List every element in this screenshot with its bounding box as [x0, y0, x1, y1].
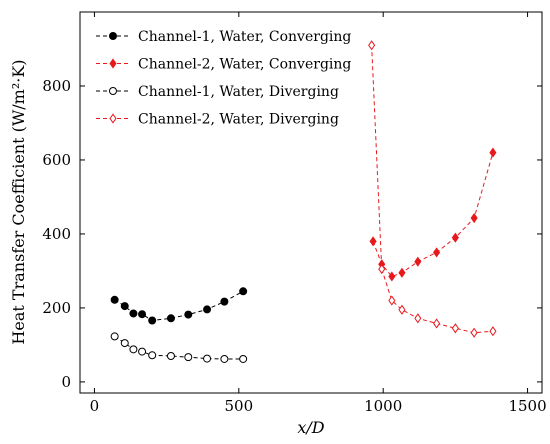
- data-point: [220, 354, 229, 363]
- data-point: [470, 327, 478, 338]
- data-point: [388, 295, 396, 306]
- data-point: [398, 304, 406, 315]
- data-point: [184, 310, 193, 319]
- data-point: [220, 297, 229, 306]
- legend-entry: Channel-2, Water, Converging: [96, 57, 351, 73]
- data-point: [166, 352, 175, 361]
- series-2: [369, 147, 497, 282]
- legend-marker: [109, 113, 117, 124]
- series-line: [114, 290, 244, 322]
- series-line: [371, 45, 493, 334]
- legend-marker: [109, 58, 117, 69]
- data-point: [489, 326, 497, 337]
- y-tick-label: 200: [42, 299, 71, 317]
- data-point: [489, 147, 497, 158]
- data-point: [368, 40, 376, 51]
- x-tick-label: 0: [90, 397, 100, 415]
- legend-entry: Channel-1, Water, Converging: [96, 29, 351, 45]
- y-tick-label: 0: [61, 373, 71, 391]
- data-point: [433, 247, 441, 258]
- data-point: [129, 309, 138, 318]
- series-4: [368, 40, 497, 338]
- data-point: [120, 302, 129, 311]
- legend-entry: Channel-1, Water, Diverging: [96, 84, 339, 100]
- series-line: [114, 335, 244, 360]
- data-point: [378, 264, 386, 275]
- data-point: [138, 347, 147, 356]
- data-point: [388, 271, 396, 282]
- data-point: [470, 212, 478, 224]
- data-point: [414, 313, 422, 324]
- legend-label: Channel-1, Water, Diverging: [138, 84, 339, 100]
- data-point: [414, 256, 422, 267]
- x-axis-title: x/D: [297, 418, 324, 437]
- legend-marker: [109, 32, 117, 40]
- y-tick-label: 800: [42, 77, 71, 95]
- data-point: [166, 314, 175, 323]
- legend-label: Channel-1, Water, Converging: [138, 29, 351, 45]
- series-3: [110, 332, 248, 363]
- data-point: [239, 287, 248, 296]
- y-tick-label: 600: [42, 151, 71, 169]
- legend-label: Channel-2, Water, Converging: [138, 57, 351, 73]
- data-point: [110, 295, 119, 304]
- plot-frame: [79, 11, 543, 394]
- legend-marker: [109, 87, 117, 95]
- data-point: [433, 318, 441, 329]
- data-point: [203, 354, 212, 363]
- data-point: [451, 232, 459, 243]
- data-point: [138, 310, 147, 319]
- series-1: [110, 287, 248, 325]
- ticks: 0 500 1000 1500 0 200 400 600 800: [42, 12, 547, 415]
- legend-label: Channel-2, Water, Diverging: [138, 112, 339, 128]
- data-point: [129, 345, 138, 354]
- y-tick-label: 400: [42, 225, 71, 243]
- data-point: [184, 353, 193, 362]
- data-point: [148, 351, 157, 360]
- data-point: [110, 332, 119, 341]
- x-tick-label: 1500: [508, 397, 546, 415]
- data-point: [148, 316, 157, 325]
- data-point: [203, 305, 212, 314]
- data-point: [369, 236, 377, 247]
- x-tick-label: 1000: [364, 397, 402, 415]
- data-point: [239, 354, 248, 363]
- series-layer: [110, 40, 497, 363]
- data-point: [451, 323, 459, 334]
- data-point: [120, 339, 129, 348]
- legend-entry: Channel-2, Water, Diverging: [96, 112, 339, 128]
- data-point: [398, 267, 406, 278]
- y-axis-title: Heat Transfer Coefficient (W/m²·K): [9, 59, 28, 344]
- x-tick-label: 500: [224, 397, 253, 415]
- legend: Channel-1, Water, Converging Channel-2, W…: [96, 29, 351, 128]
